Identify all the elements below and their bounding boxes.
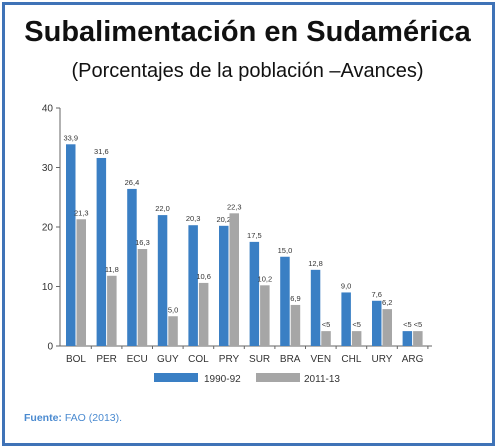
bar-1990-92-PRY	[219, 225, 229, 346]
category-label: ARG	[402, 354, 424, 365]
bar-1990-92-COL	[188, 225, 198, 346]
bar-1990-92-PER	[96, 157, 107, 346]
bar-2011-13-PER	[107, 275, 117, 346]
y-tick-label: 0	[47, 342, 53, 353]
bar-2011-13-GUY	[168, 316, 178, 346]
bar-1990-92-ARG	[402, 331, 413, 346]
data-label: 17,5	[247, 231, 262, 240]
data-label: 20,2	[216, 215, 231, 224]
bar-1990-92-GUY	[157, 215, 168, 346]
data-label: 6,9	[290, 294, 300, 303]
category-label: ECU	[127, 354, 148, 365]
data-label: 10,6	[196, 272, 211, 281]
data-label: 10,2	[258, 274, 273, 283]
category-label: GUY	[157, 354, 179, 365]
bar-1990-92-ECU	[127, 188, 137, 346]
data-label: <5	[322, 320, 331, 329]
bar-2011-13-ARG	[413, 331, 423, 346]
data-label: 22,3	[227, 202, 242, 211]
bar-1990-92-URY	[372, 300, 382, 346]
bar-2011-13-BOL	[76, 219, 86, 346]
category-label: COL	[188, 354, 209, 365]
bar-2011-13-BRA	[290, 304, 301, 346]
data-label: 12,8	[308, 259, 323, 268]
data-label: <5	[352, 320, 361, 329]
y-tick-label: 10	[42, 282, 54, 293]
data-label: <5	[403, 320, 412, 329]
bar-1990-92-VEN	[310, 269, 321, 346]
bar-2011-13-PRY	[229, 213, 239, 346]
data-label: 31,6	[94, 147, 109, 156]
source-label: Fuente:	[24, 412, 62, 424]
bar-1990-92-BOL	[66, 144, 76, 346]
chart-title: Subalimentación en Sudamérica	[24, 16, 471, 48]
bar-2011-13-ECU	[137, 249, 148, 346]
data-label: <5	[414, 320, 423, 329]
bar-1990-92-SUR	[249, 241, 260, 346]
category-label: BOL	[66, 354, 86, 365]
data-label: 7,6	[372, 290, 382, 299]
data-label: 16,3	[135, 238, 150, 247]
data-label: 22,0	[155, 204, 170, 213]
legend-label: 1990-92	[204, 374, 241, 385]
bar-2011-13-COL	[198, 282, 209, 346]
chart-subtitle: (Porcentajes de la población –Avances)	[71, 60, 424, 82]
legend-swatch	[154, 373, 198, 382]
bar-1990-92-CHL	[341, 292, 351, 346]
y-axis-ticks: 0 10 20 30 40	[42, 104, 60, 353]
data-label: 9,0	[341, 281, 351, 290]
category-label: VEN	[311, 354, 332, 365]
legend: 1990-92 2011-13	[154, 373, 340, 385]
bar-2011-13-CHL	[351, 331, 362, 346]
category-label: PER	[96, 354, 117, 365]
source-note: Fuente: FAO (2013).	[24, 412, 122, 424]
data-label: 11,8	[105, 265, 119, 274]
y-tick-label: 30	[42, 163, 54, 174]
bar-2011-13-SUR	[260, 285, 270, 346]
legend-swatch	[256, 373, 300, 382]
y-tick-label: 20	[42, 223, 54, 234]
legend-label: 2011-13	[304, 374, 340, 385]
data-label: 33,9	[63, 133, 78, 142]
source-text: FAO (2013).	[64, 412, 123, 424]
category-label: URY	[372, 354, 393, 365]
category-label: SUR	[249, 354, 270, 365]
bar-2011-13-VEN	[321, 331, 331, 346]
category-label: BRA	[280, 354, 301, 365]
category-label: CHL	[341, 354, 361, 365]
data-label: 5,0	[168, 305, 178, 314]
bars: 33,9 21,3 31,6 11,8 26,4 16,3 22,0 5,0 20,3 10,6 2…	[63, 133, 423, 346]
category-label: PRY	[219, 354, 240, 365]
data-label: 26,4	[125, 178, 140, 187]
data-label: 20,3	[186, 214, 201, 223]
data-label: 15,0	[278, 246, 293, 255]
data-label: 6,2	[382, 298, 392, 307]
category-labels: BOL PER ECU GUY COL PRY SUR BRA VEN CHL URY ARG	[66, 346, 429, 365]
data-label: 21,3	[74, 208, 89, 217]
y-tick-label: 40	[42, 104, 54, 115]
bar-1990-92-BRA	[280, 256, 290, 346]
bar-2011-13-URY	[382, 309, 392, 346]
